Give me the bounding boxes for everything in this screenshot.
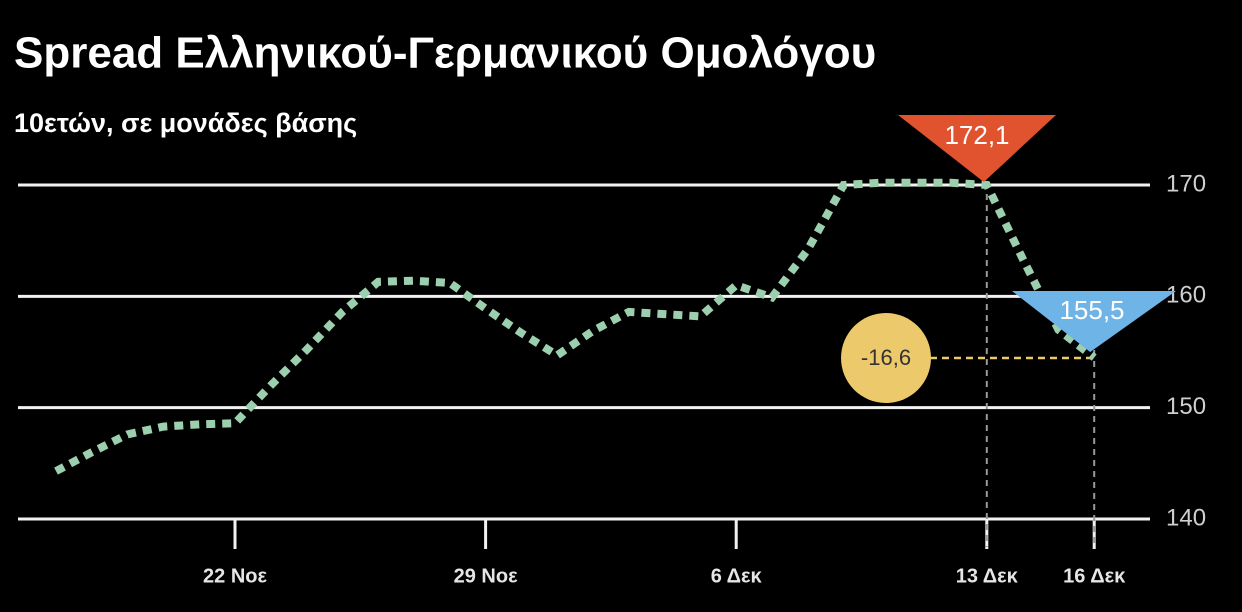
end-label: 155,5 (1059, 295, 1124, 325)
diff-label: -16,6 (861, 345, 911, 370)
end-marker (1012, 291, 1176, 352)
peak-marker (898, 115, 1056, 182)
series-line (54, 178, 1097, 475)
y-tick-label: 150 (1166, 393, 1206, 420)
chart-title: Spread Ελληνικού-Γερμανικού Ομολόγου (14, 29, 876, 78)
y-tick-label: 170 (1166, 170, 1206, 197)
x-tick-label: 13 Δεκ (956, 565, 1019, 587)
chart-subtitle: 10ετών, σε μονάδες βάσης (14, 108, 357, 138)
y-tick-label: 160 (1166, 282, 1206, 309)
x-tick-label: 16 Δεκ (1063, 565, 1126, 587)
peak-label: 172,1 (944, 120, 1009, 150)
y-tick-label: 140 (1166, 504, 1206, 531)
diff-badge (841, 313, 931, 403)
x-tick-label: 6 Δεκ (711, 565, 763, 587)
x-tick-label: 22 Νοε (203, 565, 267, 587)
x-tick-label: 29 Νοε (454, 565, 518, 587)
